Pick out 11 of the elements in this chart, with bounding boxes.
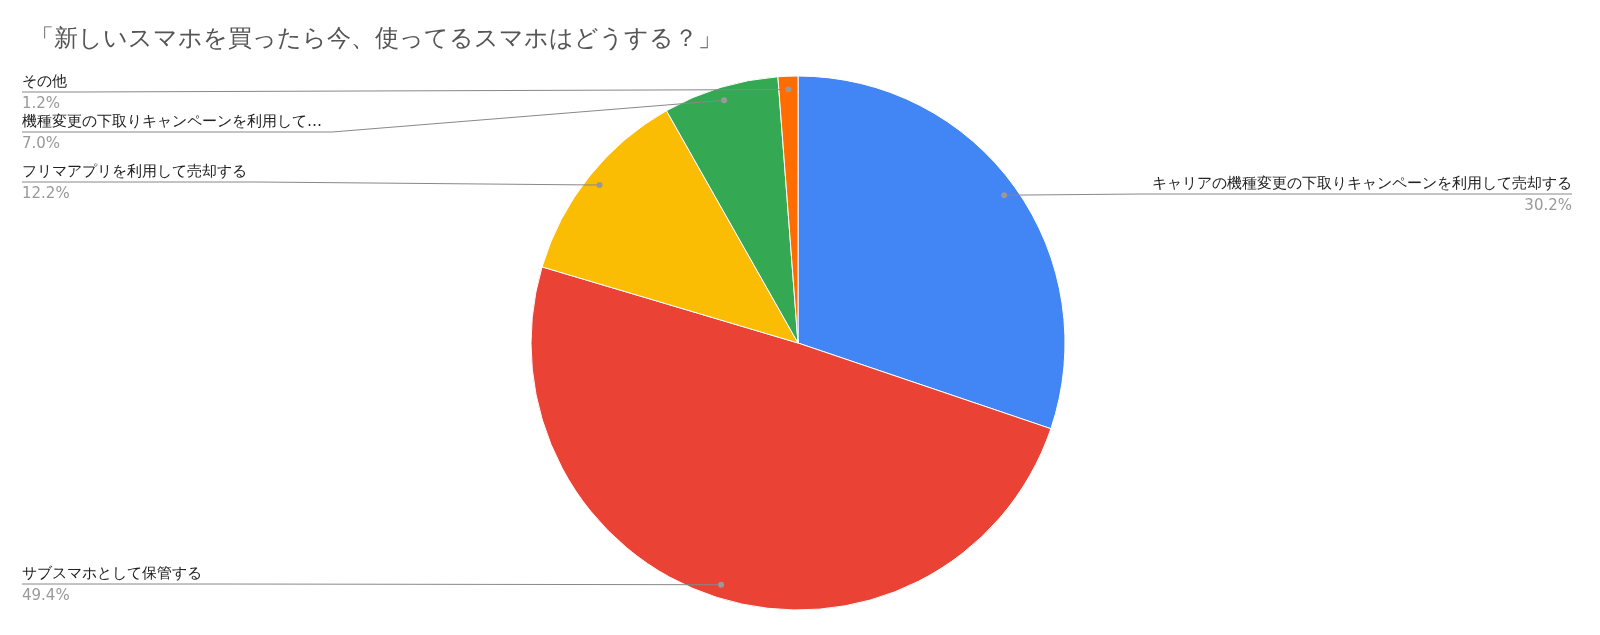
slice-label: キャリアの機種変更の下取りキャンペーンを利用して売却する [1152, 174, 1572, 192]
chart-title: 「新しいスマホを買ったら今、使ってるスマホはどうする？」 [30, 24, 722, 52]
slice-label: フリマアプリを利用して売却する [22, 162, 247, 180]
slice-label: その他 [22, 72, 67, 90]
data-label: 30.2% [1524, 196, 1572, 214]
data-label: 1.2% [22, 94, 61, 112]
slice-label: 機種変更の下取りキャンペーンを利用して… [22, 112, 322, 130]
slice-label: サブスマホとして保管する [22, 564, 202, 582]
data-label: 12.2% [22, 184, 70, 202]
data-label: 7.0% [22, 134, 61, 152]
data-label: 49.4% [22, 586, 70, 604]
